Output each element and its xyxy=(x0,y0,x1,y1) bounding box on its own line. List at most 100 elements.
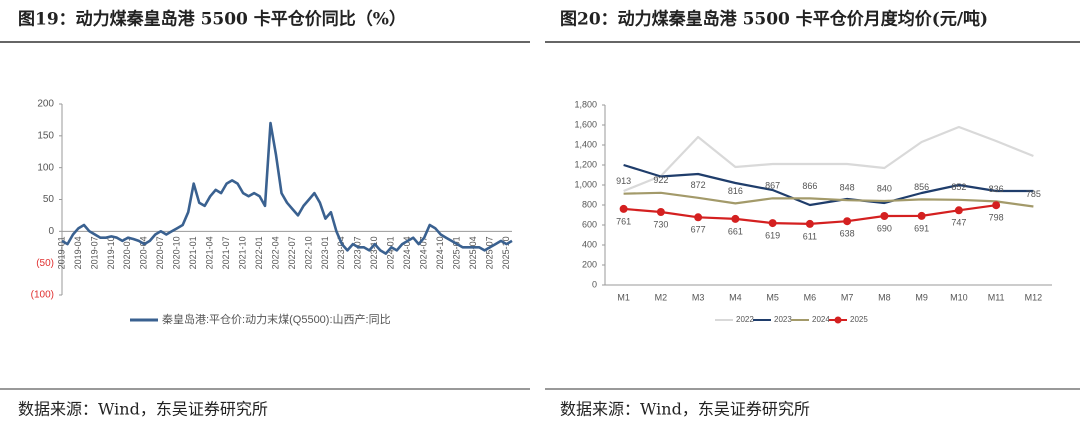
x-tick-label: 2023-01 xyxy=(320,236,330,269)
data-label: 856 xyxy=(914,182,929,192)
point xyxy=(843,217,852,226)
data-label: 867 xyxy=(765,181,780,191)
series-line xyxy=(623,163,1034,207)
x-tick-label: M5 xyxy=(766,292,779,302)
x-tick-label: 2024-10 xyxy=(435,236,445,269)
y-tick-label: 200 xyxy=(37,99,54,110)
x-tick-label: 2022-01 xyxy=(254,236,264,269)
data-label: 816 xyxy=(728,186,743,196)
y-tick-label: 1,600 xyxy=(574,119,597,129)
x-tick-label: 2020-07 xyxy=(155,236,165,269)
x-tick-label: M11 xyxy=(988,292,1005,302)
x-tick-label: 2023-07 xyxy=(353,236,363,269)
y-tick-label: 0 xyxy=(592,279,597,289)
y-tick-label: (100) xyxy=(31,290,54,301)
x-tick-label: M1 xyxy=(617,292,630,302)
y-tick-label: 800 xyxy=(582,199,597,209)
series-line xyxy=(61,121,513,255)
point xyxy=(917,211,926,220)
source: 数据来源：Wind，东吴证券研究所 xyxy=(18,400,268,419)
data-label: 798 xyxy=(989,213,1004,223)
chart-title: 图20：动力煤秦皇岛港 5500 卡平仓价月度均价(元/吨) xyxy=(560,9,988,30)
y-tick-label: 150 xyxy=(37,130,54,141)
data-label: 747 xyxy=(951,218,966,228)
legend-label: 2023 xyxy=(774,315,792,324)
point xyxy=(954,206,963,215)
x-tick-label: 2019-10 xyxy=(106,236,116,269)
data-label: 677 xyxy=(691,225,706,235)
x-tick-label: 2024-04 xyxy=(402,236,412,269)
data-label: 785 xyxy=(1026,189,1041,199)
data-label: 619 xyxy=(765,230,780,240)
y-tick-label: 1,000 xyxy=(574,179,597,189)
y-tick-label: 100 xyxy=(37,162,54,173)
chart-title: 图19：动力煤秦皇岛港 5500 卡平仓价同比（%） xyxy=(18,9,406,30)
point xyxy=(805,219,814,228)
data-label: 866 xyxy=(802,181,817,191)
data-label: 848 xyxy=(840,183,855,193)
x-tick-label: 2021-07 xyxy=(221,236,231,269)
x-tick-label: M10 xyxy=(950,292,968,302)
x-tick-label: M9 xyxy=(915,292,928,302)
x-tick-label: 2025-07 xyxy=(484,236,494,269)
x-tick-label: 2022-10 xyxy=(303,236,313,269)
y-tick-label: 200 xyxy=(582,259,597,269)
x-tick-label: M2 xyxy=(655,292,668,302)
x-tick-label: 2020-04 xyxy=(139,236,149,269)
x-tick-label: 2021-04 xyxy=(205,236,215,269)
x-tick-label: 2019-04 xyxy=(73,236,83,269)
data-label: 836 xyxy=(989,184,1004,194)
point xyxy=(768,219,777,228)
x-tick-label: 2023-10 xyxy=(369,236,379,269)
source: 数据来源：Wind，东吴证券研究所 xyxy=(560,400,810,419)
y-tick-label: 600 xyxy=(582,219,597,229)
point xyxy=(731,214,740,223)
x-tick-label: 2020-10 xyxy=(172,236,182,269)
x-tick-label: 2024-01 xyxy=(386,236,396,269)
data-label: 913 xyxy=(616,176,631,186)
x-tick-label: M8 xyxy=(878,292,891,302)
x-tick-label: 2021-10 xyxy=(237,236,247,269)
data-label: 730 xyxy=(653,219,668,229)
data-label: 922 xyxy=(653,175,668,185)
point xyxy=(880,212,889,220)
legend-marker xyxy=(834,316,842,324)
legend-label: 2024 xyxy=(812,315,830,324)
data-label: 872 xyxy=(691,180,706,190)
y-tick-label: 50 xyxy=(43,194,55,205)
x-tick-label: M12 xyxy=(1025,292,1043,302)
x-tick-label: 2025-10 xyxy=(501,236,511,269)
x-tick-label: 2021-01 xyxy=(188,236,198,269)
point xyxy=(619,204,628,213)
series-line xyxy=(623,191,1034,208)
legend-label: 2025 xyxy=(850,315,868,324)
data-label: 691 xyxy=(914,223,929,233)
y-tick-label: 1,400 xyxy=(574,139,597,149)
data-label: 690 xyxy=(877,223,892,233)
data-label: 761 xyxy=(616,216,631,226)
data-label: 852 xyxy=(951,182,966,192)
data-label: 638 xyxy=(840,229,855,239)
y-tick-label: (50) xyxy=(36,258,54,269)
x-tick-label: 2019-07 xyxy=(89,236,99,269)
y-tick-label: 0 xyxy=(48,226,54,237)
point xyxy=(992,201,1001,210)
x-tick-label: M6 xyxy=(804,292,817,302)
point xyxy=(694,213,703,222)
y-tick-label: 1,800 xyxy=(574,99,597,109)
data-label: 611 xyxy=(803,231,817,241)
x-tick-label: M4 xyxy=(729,292,742,302)
x-tick-label: 2022-07 xyxy=(287,236,297,269)
x-tick-label: 2023-04 xyxy=(336,236,346,269)
legend-label: 秦皇岛港:平仓价:动力末煤(Q5500):山西产:同比 xyxy=(162,312,391,326)
x-tick-label: 2020-01 xyxy=(122,236,132,269)
x-tick-label: 2025-01 xyxy=(451,236,461,269)
data-label: 840 xyxy=(877,183,892,193)
x-tick-label: 2019-01 xyxy=(56,236,66,269)
x-tick-label: 2024-07 xyxy=(419,236,429,269)
series-line xyxy=(623,125,1034,193)
legend-label: 2022 xyxy=(736,315,754,324)
x-tick-label: M3 xyxy=(692,292,705,302)
x-tick-label: 2025-04 xyxy=(468,236,478,269)
